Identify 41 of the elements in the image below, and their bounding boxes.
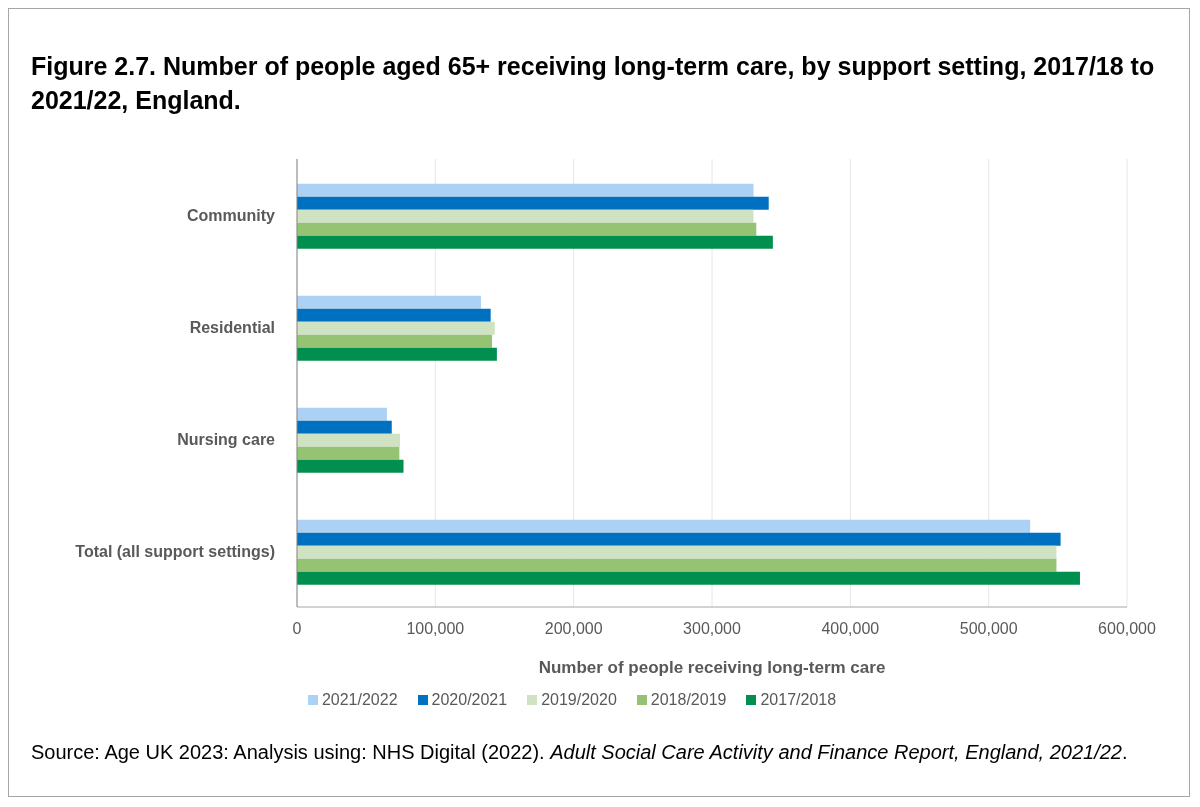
bar [297, 532, 1061, 546]
y-tick-label: Total (all support settings) [75, 542, 275, 560]
bar [297, 519, 1031, 533]
bar [297, 459, 404, 473]
bar [297, 433, 401, 447]
bar [297, 295, 481, 309]
x-axis-title: Number of people receiving long-term care [538, 658, 886, 677]
legend-label: 2018/2019 [650, 691, 727, 709]
bar [297, 196, 769, 210]
bar [297, 334, 493, 348]
legend-label: 2020/2021 [431, 691, 508, 709]
chart-title: Figure 2.7. Number of people aged 65+ receiving long-term care, by support setting, 2017/18 to 2021/22, England. [31, 51, 1156, 116]
x-tick-label: 200,000 [544, 620, 603, 638]
bar [297, 321, 495, 335]
bar [297, 571, 1080, 585]
bar [297, 235, 773, 249]
x-tick-label: 300,000 [683, 620, 742, 638]
x-tick-label: 100,000 [406, 620, 465, 638]
bar [297, 347, 497, 361]
text: Adult Social Care Activity and Finance Report, England, 2021/22 [550, 741, 1122, 763]
bar [297, 308, 491, 322]
bar [297, 420, 392, 434]
bar [297, 407, 387, 421]
bar [297, 558, 1057, 572]
legend-label: 2019/2020 [541, 691, 617, 709]
text: . [1122, 741, 1128, 763]
source-note: Source: Age UK 2023: Analysis using: NHS Digital (2022). [31, 741, 546, 763]
y-tick-label: Residential [189, 318, 275, 336]
x-tick-label: 0 [292, 620, 302, 638]
legend-label: 2017/2018 [760, 691, 837, 709]
x-tick-label: 400,000 [821, 620, 880, 638]
bar [297, 222, 757, 236]
bar [297, 446, 400, 460]
bar [297, 209, 754, 223]
x-tick-label: 500,000 [959, 620, 1018, 638]
x-tick-label: 600,000 [1098, 620, 1157, 638]
legend-label: 2021/2022 [321, 691, 398, 709]
bar [297, 545, 1057, 559]
bar [297, 183, 754, 197]
y-tick-label: Nursing care [177, 430, 276, 448]
y-tick-label: Community [187, 206, 276, 224]
